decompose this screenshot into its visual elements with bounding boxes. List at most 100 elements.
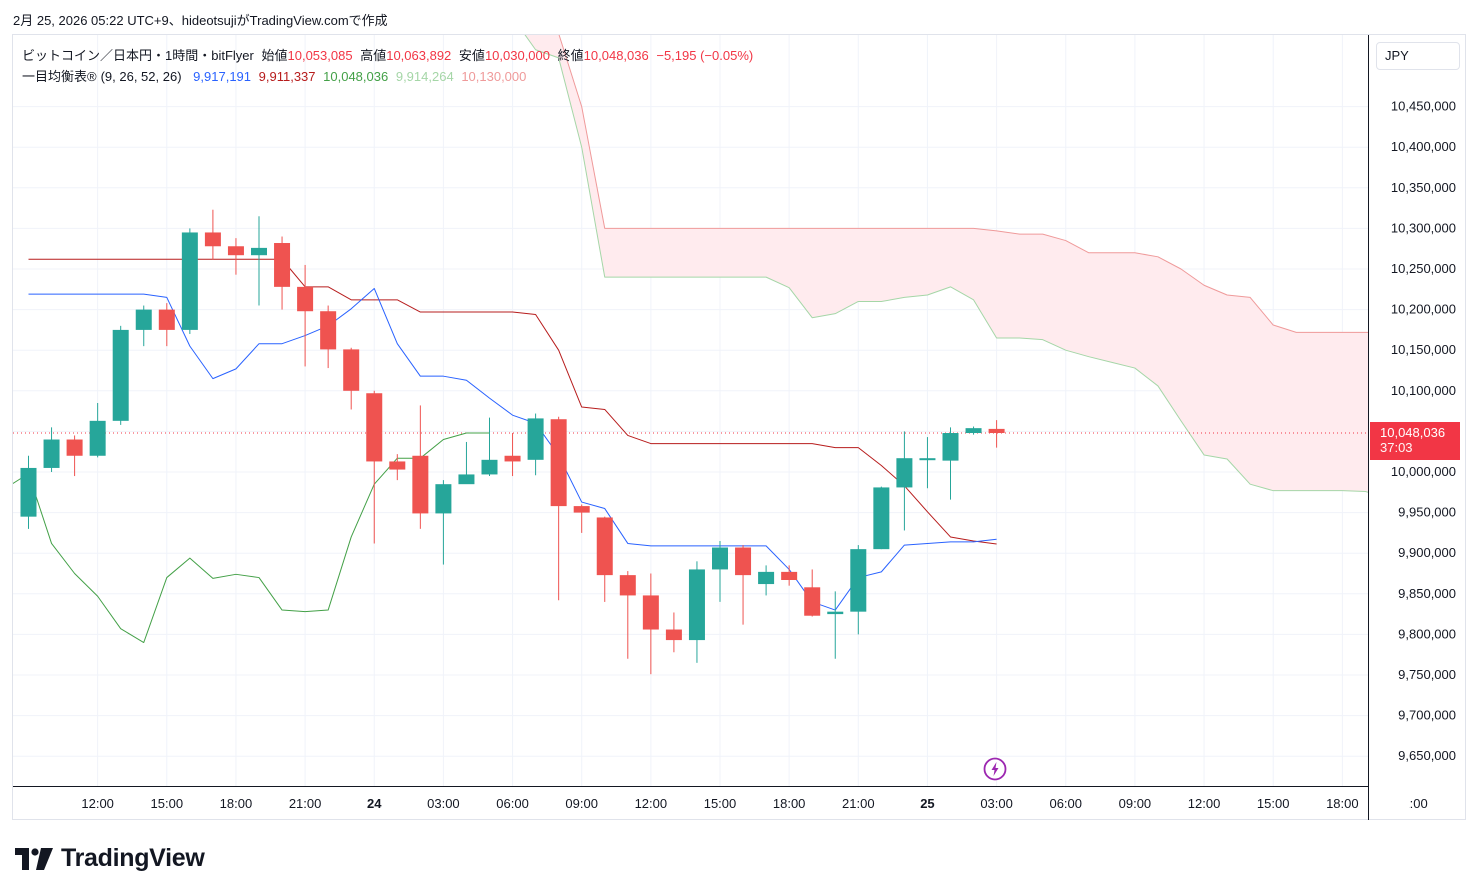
candle-body <box>251 247 267 256</box>
candle <box>550 416 567 601</box>
candle-body <box>827 611 844 615</box>
candle <box>204 209 221 260</box>
candle-body <box>965 428 982 434</box>
candle <box>227 238 244 275</box>
candle-body <box>43 439 60 468</box>
candle-body <box>665 629 682 641</box>
candle <box>965 426 982 435</box>
candle <box>43 427 60 472</box>
candle <box>366 390 383 544</box>
close-label: 終値 <box>557 48 584 63</box>
x-tick-label: 24 <box>367 796 382 811</box>
candle-body <box>204 232 221 247</box>
candle <box>873 486 890 550</box>
lightning-icon[interactable] <box>983 757 1007 781</box>
candle-body <box>135 309 152 330</box>
candle <box>274 236 291 310</box>
candle <box>942 427 959 500</box>
candle <box>251 216 267 306</box>
candle <box>112 325 129 425</box>
y-tick-label: 10,250,000 <box>1391 261 1456 276</box>
x-tick-label: 18:00 <box>773 796 806 811</box>
y-tick-label: 10,100,000 <box>1391 383 1456 398</box>
last-price-value: 10,048,036 <box>1380 425 1446 440</box>
close-value: 10,048,036 <box>583 48 649 63</box>
candle <box>712 541 728 602</box>
x-tick-label: 15:00 <box>1257 796 1290 811</box>
candle <box>896 431 913 531</box>
last-price-tag: 10,048,036 37:03 <box>1370 422 1460 460</box>
candle <box>919 437 936 489</box>
symbol-name[interactable]: ビットコイン／日本円・1時間・bitFlyer <box>22 48 254 63</box>
senkou-b-value: 10,130,000 <box>461 69 527 84</box>
candle <box>596 516 613 602</box>
candle-body <box>735 547 752 576</box>
kijun-value: 9,911,337 <box>258 69 316 84</box>
candle <box>988 420 1005 448</box>
axes: 9,650,000 9,700,000 9,750,000 9,800,000 9,85… <box>13 35 1456 820</box>
candle <box>320 305 337 369</box>
y-tick-label: 10,400,000 <box>1391 139 1456 154</box>
candle-body <box>227 246 244 256</box>
x-tick-label: 15:00 <box>151 796 184 811</box>
indicator-legend: 一目均衡表® (9, 26, 52, 26) 9,917,191 9,911,33… <box>22 66 530 85</box>
candle <box>642 573 659 675</box>
open-value: 10,053,085 <box>287 48 353 63</box>
x-tick-label: 12:00 <box>635 796 668 811</box>
candle <box>20 455 37 529</box>
candle-body <box>804 587 821 616</box>
x-tick-label: 09:00 <box>565 796 598 811</box>
x-tick-label: 03:00 <box>427 796 460 811</box>
senkou-span-a-line <box>524 35 1368 493</box>
candle-body <box>389 461 406 470</box>
candle-body <box>781 571 798 580</box>
y-tick-label: 9,800,000 <box>1398 626 1456 641</box>
y-tick-label: 9,950,000 <box>1398 505 1456 520</box>
y-tick-label: 9,850,000 <box>1398 586 1456 601</box>
y-tick-label: 10,350,000 <box>1391 180 1456 195</box>
candle-body <box>158 309 175 330</box>
y-tick-label: 9,650,000 <box>1398 748 1456 763</box>
candle-body <box>481 459 498 475</box>
currency-selector[interactable]: JPY <box>1376 42 1460 70</box>
y-tick-label: 10,150,000 <box>1391 342 1456 357</box>
candle <box>135 305 152 347</box>
candle-body <box>573 506 590 513</box>
candle-body <box>320 311 337 350</box>
candle-body <box>412 455 429 514</box>
y-tick-label: 9,750,000 <box>1398 667 1456 682</box>
open-label: 始値 <box>261 48 288 63</box>
candle <box>481 417 498 477</box>
candle-body <box>758 571 775 585</box>
grid <box>13 35 1368 786</box>
symbol-legend: ビットコイン／日本円・1時間・bitFlyer 始値10,053,085 高値1… <box>22 45 757 64</box>
candle-body <box>919 458 936 461</box>
senkou-span-b-line <box>558 35 1368 333</box>
candle <box>412 405 429 529</box>
indicator-params: (9, 26, 52, 26) <box>100 69 182 84</box>
candle-body <box>458 474 475 485</box>
indicator-name[interactable]: 一目均衡表® <box>22 69 97 84</box>
candle <box>66 435 83 477</box>
candle-body <box>504 455 521 462</box>
x-tick-label: 12:00 <box>81 796 114 811</box>
y-tick-label: 10,450,000 <box>1391 99 1456 114</box>
x-tick-label: 18:00 <box>1326 796 1359 811</box>
candle-body <box>112 329 129 421</box>
candle-body <box>297 286 314 312</box>
x-tick-label: 21:00 <box>289 796 322 811</box>
candle <box>343 347 360 410</box>
candle-body <box>89 420 106 456</box>
candle <box>458 441 475 485</box>
tradingview-logo[interactable]: TradingView <box>15 844 205 873</box>
candle <box>688 561 705 663</box>
x-tick-label: 18:00 <box>220 796 253 811</box>
candle-body <box>527 418 544 460</box>
chikou-value: 10,048,036 <box>323 69 389 84</box>
low-label: 安値 <box>458 48 485 63</box>
candle-body <box>274 243 291 287</box>
x-tick-label: 09:00 <box>1119 796 1152 811</box>
candle-body <box>896 458 913 488</box>
x-tick-label: 25 <box>920 796 934 811</box>
